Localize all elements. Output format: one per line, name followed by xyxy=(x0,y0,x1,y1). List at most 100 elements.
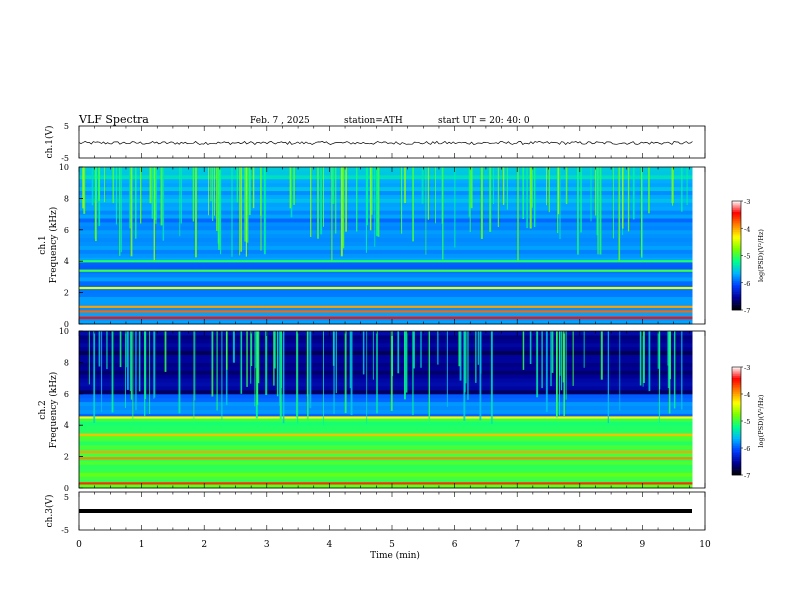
spectrogram-sferic xyxy=(154,167,157,220)
spectrogram-sferic xyxy=(332,167,335,204)
spectrogram-sferic xyxy=(366,331,368,424)
ch1-wave-ylabel: ch.1(V) xyxy=(44,126,55,159)
colorbar-segment xyxy=(732,240,741,244)
spectrogram-sferic xyxy=(210,167,212,201)
spectrogram-sferic xyxy=(412,331,414,416)
spectrogram-sferic xyxy=(600,331,603,380)
spectrogram-sferic xyxy=(82,167,84,209)
spectrogram-sferic xyxy=(240,167,242,252)
spectrogram-sferic xyxy=(310,167,312,237)
spectrogram-bg-row xyxy=(79,292,693,297)
spectrogram-sferic xyxy=(546,167,547,206)
spectrogram-sferic xyxy=(371,167,373,215)
spectrogram-sferic xyxy=(641,167,643,257)
spectrogram-sferic xyxy=(577,167,579,255)
spectrogram-sferic xyxy=(667,331,669,366)
colorbar-segment xyxy=(732,424,741,427)
spectrogram-sferic xyxy=(98,167,100,201)
colorbar-segment xyxy=(732,219,741,222)
colorbar-segment xyxy=(732,291,741,294)
spectrogram-bg-row xyxy=(79,358,693,363)
spectrogram-sferic xyxy=(260,167,262,216)
spectrogram-bg-row xyxy=(79,468,693,473)
spectrogram-sferic xyxy=(138,331,141,392)
spectrogram-sferic xyxy=(265,331,268,395)
colorbar-tick-label: -7 xyxy=(744,307,750,315)
spectrogram-sferic xyxy=(130,331,133,400)
spectrogram-sferic xyxy=(179,167,181,237)
spectrogram-bg-row xyxy=(79,237,693,242)
spectrogram-bg-row xyxy=(79,312,693,317)
spectrogram-sferic xyxy=(464,331,466,393)
colorbar-segment xyxy=(732,237,741,240)
ch2-spec-ylabel-frequency: Frequency (kHz) xyxy=(48,372,59,449)
spectrogram-sferic xyxy=(560,331,563,391)
spectrogram-sferic xyxy=(377,167,380,237)
spectrogram-sferic xyxy=(421,167,424,204)
spectrogram-sferic xyxy=(490,331,493,424)
spectrogram-ytick-label: 0 xyxy=(64,484,69,493)
spectrogram-sferic xyxy=(596,167,599,236)
colorbar-segment xyxy=(732,259,741,262)
ch1-wave-ytick-top: 5 xyxy=(64,122,69,131)
spectrogram-sferic xyxy=(95,167,97,201)
spectrogram-bg-row xyxy=(79,178,693,184)
spectrogram-sferic xyxy=(405,331,408,393)
time-axis-label: Time (min) xyxy=(370,550,420,561)
colorbar-segment xyxy=(732,228,741,231)
spectrogram-bg-row xyxy=(79,257,693,262)
spectrogram-sferic xyxy=(274,331,276,369)
colorbar-tick-label: -3 xyxy=(744,198,750,206)
spectrogram-sferic xyxy=(390,331,393,411)
spectrogram-sferic xyxy=(470,167,473,209)
spectrogram-bg-row xyxy=(79,413,693,418)
spectrogram-sferic xyxy=(374,167,376,247)
colorbar-segment xyxy=(732,264,741,267)
spectrogram-sferic xyxy=(226,331,228,370)
spectrogram-sferic xyxy=(126,331,128,368)
spectrogram-bg-row xyxy=(79,452,693,458)
spectrogram-bg-row xyxy=(79,280,693,286)
spectrogram-sferic xyxy=(565,331,567,400)
spectrogram-bg-row xyxy=(79,186,693,191)
spectrogram-sferic xyxy=(342,167,345,249)
spectrogram-ytick-label: 10 xyxy=(59,327,69,336)
spectrogram-band xyxy=(79,433,693,436)
spectrogram-bg-row xyxy=(79,389,693,395)
spectrogram-sferic xyxy=(648,167,650,214)
colorbar-segment xyxy=(732,279,741,282)
colorbar-segment xyxy=(732,390,741,393)
spectrogram-bg-row xyxy=(79,374,693,379)
spectrogram-ytick-label: 0 xyxy=(64,320,69,329)
colorbar-label: log(PSD)(V²/Hz) xyxy=(757,394,765,447)
spectrogram-sferic xyxy=(91,167,94,206)
spectrogram-sferic xyxy=(216,331,218,411)
spectrogram-sferic xyxy=(153,331,155,399)
colorbar-segment xyxy=(732,275,741,278)
spectrogram-sferic xyxy=(366,167,368,226)
spectrogram-bg-row xyxy=(79,182,693,188)
spectrogram-sferic xyxy=(98,331,101,367)
spectrogram-sferic xyxy=(618,167,621,261)
spectrogram-sferic xyxy=(130,167,133,257)
spectrogram-sferic xyxy=(468,167,470,217)
colorbar-segment xyxy=(732,273,741,276)
spectrogram-band xyxy=(79,269,693,272)
colorbar-segment xyxy=(732,419,741,422)
spectrogram-sferic xyxy=(480,331,482,374)
colorbar-segment xyxy=(732,217,741,220)
spectrogram-sferic xyxy=(536,331,539,398)
spectrogram-bg-row xyxy=(79,229,693,235)
colorbar-segment xyxy=(732,437,741,440)
ch1-colorbar: -3 -4 -5 -6 -7 log(PSD)(V²/Hz) xyxy=(731,198,765,315)
spectrogram-bg-row xyxy=(79,385,693,391)
spectrogram-sferic xyxy=(477,331,479,365)
colorbar-segment xyxy=(732,253,741,256)
spectrogram-bg-row xyxy=(79,338,693,344)
colorbar-segment xyxy=(732,302,741,305)
spectrogram-bg-row xyxy=(79,245,693,250)
spectrogram-bg-row xyxy=(79,334,693,340)
spectrogram-ytick-label: 6 xyxy=(64,390,69,399)
spectrogram-sferic xyxy=(245,167,247,257)
colorbar-segment xyxy=(732,466,741,469)
